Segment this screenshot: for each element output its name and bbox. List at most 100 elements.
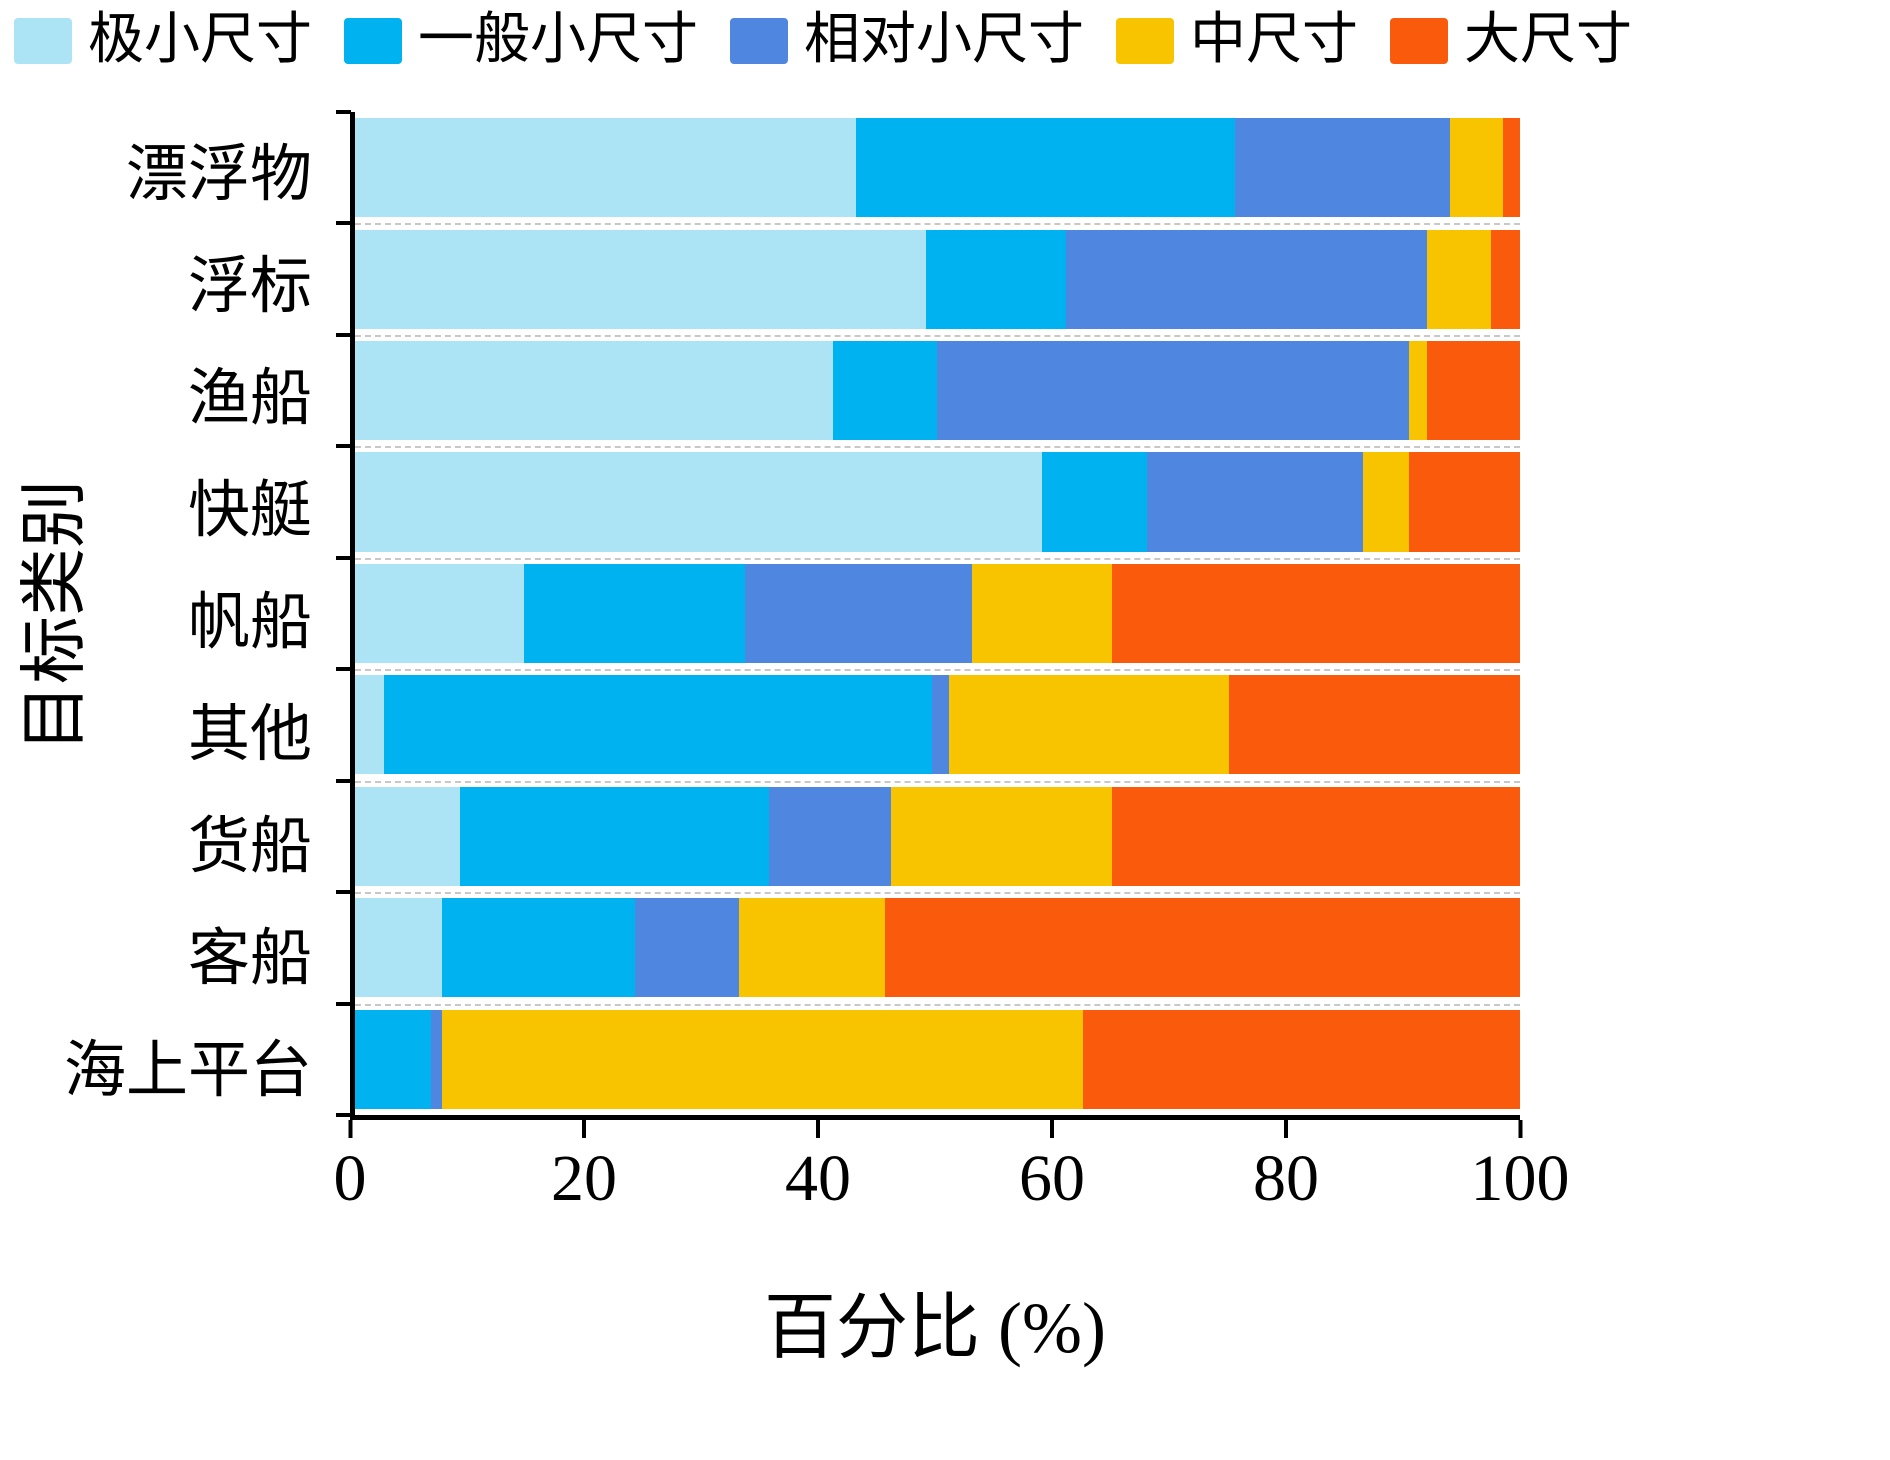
bar-segment bbox=[1147, 452, 1363, 552]
bar-segment bbox=[1426, 229, 1491, 329]
x-tick-label: 100 bbox=[1470, 1142, 1570, 1215]
bar-segment bbox=[745, 563, 973, 664]
bar-segment bbox=[931, 675, 950, 775]
bar-segment bbox=[1450, 118, 1503, 218]
stacked-bar bbox=[355, 675, 1520, 775]
category-label: 其他 bbox=[187, 701, 312, 769]
x-tick: 0 bbox=[334, 1120, 367, 1212]
bar-row bbox=[355, 112, 1520, 223]
x-tick-mark bbox=[1050, 1120, 1054, 1138]
y-tick-mark bbox=[336, 1113, 351, 1117]
stacked-bar bbox=[355, 341, 1520, 441]
bar-segment bbox=[355, 452, 1043, 552]
bar-row bbox=[355, 335, 1520, 446]
y-tick-mark bbox=[336, 667, 351, 672]
bar-segment bbox=[890, 786, 1113, 886]
legend-item-4: 中尺寸 bbox=[1116, 9, 1358, 72]
x-tick: 60 bbox=[1019, 1120, 1085, 1212]
legend-label: 一般小尺寸 bbox=[418, 9, 698, 71]
bar-segment bbox=[855, 118, 1235, 218]
y-tick-mark bbox=[336, 555, 351, 560]
bar-segment bbox=[355, 563, 524, 664]
bar-segment bbox=[937, 341, 1410, 441]
gridline bbox=[355, 669, 1520, 672]
y-tick-mark bbox=[336, 332, 351, 337]
bar-segment bbox=[972, 563, 1113, 664]
x-tick: 80 bbox=[1253, 1120, 1319, 1212]
legend-item-2: 一般小尺寸 bbox=[344, 9, 698, 72]
bar-row bbox=[355, 223, 1520, 334]
y-tick-mark bbox=[336, 890, 351, 895]
bar-segment bbox=[1083, 1009, 1520, 1109]
legend-item-5: 大尺寸 bbox=[1390, 9, 1632, 72]
bar-segment bbox=[1042, 452, 1148, 552]
x-tick-label: 0 bbox=[333, 1142, 367, 1215]
bar-segment bbox=[355, 786, 460, 886]
bar-segment bbox=[523, 563, 746, 664]
bar-segment bbox=[1409, 452, 1520, 552]
stacked-bar bbox=[355, 229, 1520, 329]
gridline bbox=[355, 334, 1520, 337]
bar-row bbox=[355, 1004, 1520, 1115]
bar-segment bbox=[1426, 341, 1520, 441]
category-label: 帆船 bbox=[187, 589, 312, 657]
legend-label: 中尺寸 bbox=[1190, 9, 1358, 71]
bar-segment bbox=[768, 786, 891, 886]
legend-swatch bbox=[1116, 17, 1174, 64]
bar-segment bbox=[355, 1009, 431, 1109]
x-axis-title: 百分比 (%) bbox=[764, 1288, 1106, 1368]
legend: 极小尺寸 一般小尺寸 相对小尺寸 中尺寸 大尺寸 bbox=[14, 9, 1664, 72]
bar-segment bbox=[355, 341, 833, 441]
x-tick-mark bbox=[1518, 1120, 1522, 1138]
gridline bbox=[355, 892, 1520, 895]
bar-row bbox=[355, 669, 1520, 780]
stacked-bar bbox=[355, 452, 1520, 552]
bar-segment bbox=[1065, 229, 1427, 329]
bar-segment bbox=[1112, 563, 1520, 664]
category-label: 浮标 bbox=[187, 253, 312, 321]
legend-item-1: 极小尺寸 bbox=[14, 9, 312, 72]
legend-item-3: 相对小尺寸 bbox=[730, 9, 1084, 72]
bar-segment bbox=[1362, 452, 1410, 552]
bar-segment bbox=[949, 675, 1229, 775]
bar-row bbox=[355, 892, 1520, 1003]
category-label: 货船 bbox=[187, 813, 312, 881]
bar-segment bbox=[355, 898, 443, 998]
stacked-bar bbox=[355, 118, 1520, 218]
bar-segment bbox=[885, 898, 1520, 998]
gridline bbox=[355, 780, 1520, 783]
y-tick-mark bbox=[336, 1001, 351, 1006]
plot-area bbox=[336, 110, 1520, 1120]
bar-row bbox=[355, 781, 1520, 892]
bar-segment bbox=[739, 898, 886, 998]
category-label: 渔船 bbox=[187, 365, 312, 433]
bar-segment bbox=[355, 675, 385, 775]
stacked-bar bbox=[355, 1009, 1520, 1109]
legend-label: 大尺寸 bbox=[1464, 9, 1632, 71]
x-tick: 20 bbox=[551, 1120, 617, 1212]
bar-segment bbox=[1112, 786, 1520, 886]
gridline bbox=[355, 1003, 1520, 1006]
bar-segment bbox=[832, 341, 938, 441]
category-label: 漂浮物 bbox=[125, 141, 312, 209]
category-labels: 漂浮物 浮标 渔船 快艇 帆船 其他 货船 客船 海上平台 bbox=[0, 112, 330, 1120]
bar-segment bbox=[1502, 118, 1520, 218]
x-tick-mark bbox=[582, 1120, 586, 1138]
x-tick-label: 60 bbox=[1019, 1142, 1085, 1215]
bar-segment bbox=[442, 898, 635, 998]
x-tick-mark bbox=[1284, 1120, 1288, 1138]
bar-row bbox=[355, 558, 1520, 669]
bar-segment bbox=[355, 118, 856, 218]
stacked-bar bbox=[355, 786, 1520, 886]
category-label: 客船 bbox=[187, 925, 312, 993]
y-tick-mark bbox=[336, 444, 351, 449]
bar-segment bbox=[1409, 341, 1427, 441]
bar-segment bbox=[384, 675, 932, 775]
x-tick: 40 bbox=[785, 1120, 851, 1212]
legend-swatch bbox=[1390, 17, 1448, 64]
legend-swatch bbox=[344, 17, 402, 64]
bars bbox=[336, 110, 1520, 1117]
x-tick: 100 bbox=[1471, 1120, 1570, 1212]
y-tick-mark bbox=[336, 221, 351, 226]
